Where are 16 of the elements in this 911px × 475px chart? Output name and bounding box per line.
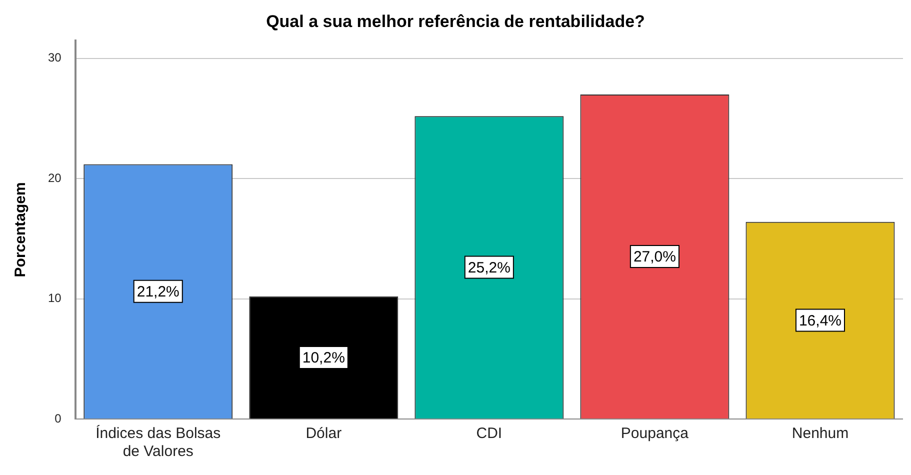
y-tick-label: 30	[48, 50, 62, 65]
data-label: 25,2%	[468, 259, 510, 276]
data-label: 21,2%	[136, 283, 180, 300]
y-tick-label: 20	[48, 170, 62, 185]
x-tick-label: Poupança	[620, 425, 690, 442]
x-tick-label: CDI	[476, 425, 502, 442]
y-tick-label: 0	[54, 411, 62, 426]
y-axis-title: Porcentagem	[12, 182, 30, 278]
x-tick-label: Dólar	[306, 425, 342, 442]
x-tick-label: Índices das Bolsas de Valores	[96, 424, 221, 460]
data-label: 10,2%	[302, 350, 345, 367]
y-tick-label: 10	[48, 291, 62, 306]
data-label: 16,4%	[798, 312, 842, 330]
chart-title: Qual a sua melhor referência de rentabilidade?	[266, 12, 645, 31]
data-label: 27,0%	[633, 248, 676, 266]
x-tick-label: Nenhum	[792, 425, 849, 442]
